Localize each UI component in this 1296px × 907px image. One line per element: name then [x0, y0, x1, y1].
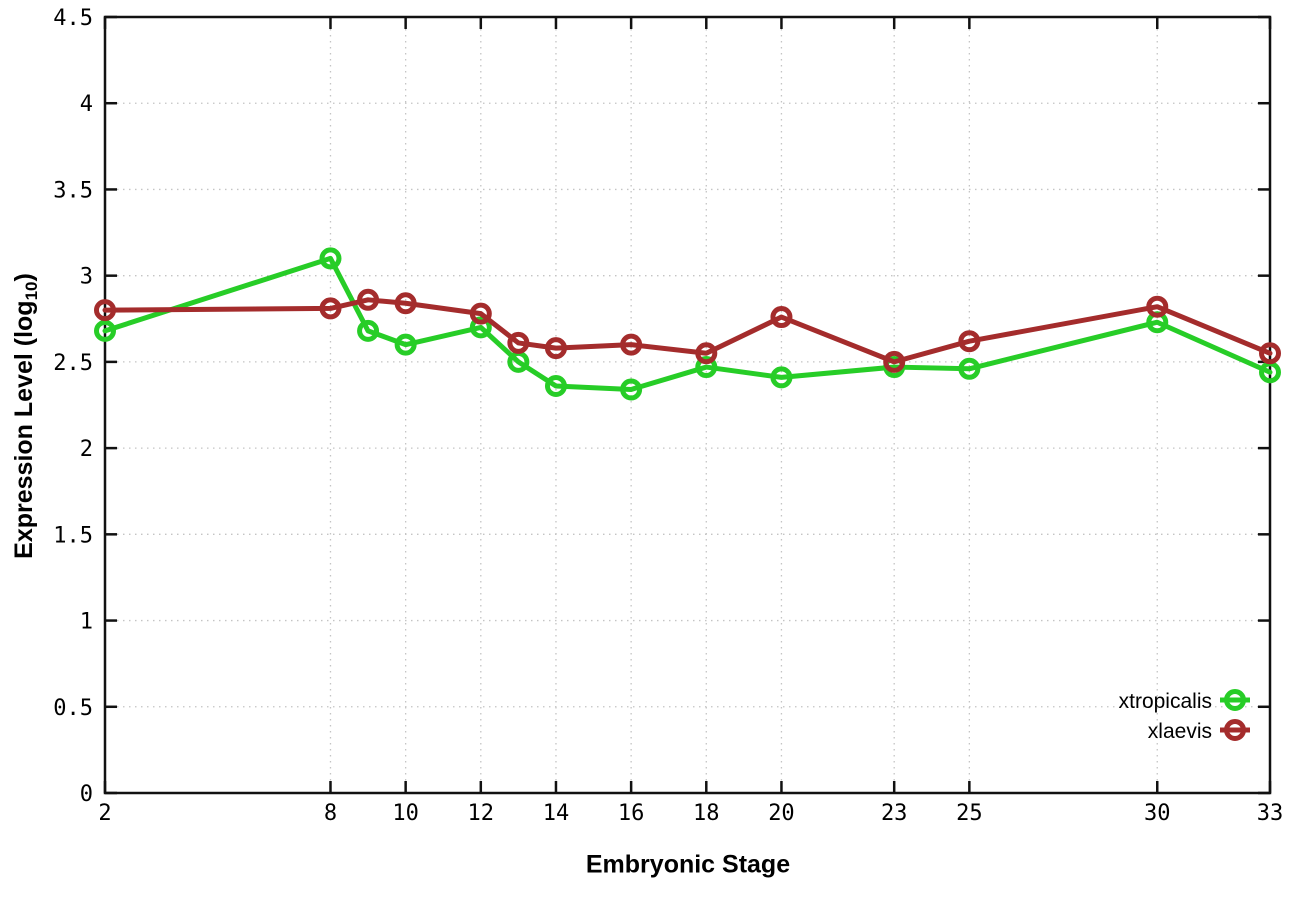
data-point-xlaevis	[695, 342, 718, 365]
y-axis-title-suffix: )	[10, 273, 38, 282]
y-tick-label: 4	[80, 92, 93, 117]
y-tick-label: 2.5	[53, 351, 93, 376]
data-point-xlaevis	[1146, 295, 1169, 318]
legend-label-xtropicalis: xtropicalis	[1119, 690, 1212, 713]
data-point-xtropicalis	[695, 356, 718, 379]
data-point-xtropicalis	[319, 247, 342, 270]
x-tick-label: 30	[1144, 801, 1171, 826]
x-tick-label: 14	[543, 801, 570, 826]
data-point-xtropicalis	[770, 366, 793, 389]
data-point-xtropicalis	[357, 319, 380, 342]
data-point-xlaevis	[94, 299, 116, 322]
data-point-xtropicalis	[620, 378, 643, 401]
y-tick-label: 4.5	[53, 6, 93, 31]
legend-marker-xtropicalis	[1224, 689, 1246, 711]
legend-marker-xlaevis	[1224, 719, 1246, 741]
data-point-xlaevis	[507, 331, 530, 354]
data-point-xtropicalis	[469, 316, 492, 339]
x-tick-label: 18	[693, 801, 720, 826]
plot-border	[103, 15, 1272, 795]
x-tick-label: 12	[468, 801, 495, 826]
data-point-xlaevis	[469, 302, 492, 325]
y-tick-label: 1	[80, 610, 93, 635]
data-point-xtropicalis	[544, 375, 567, 398]
series-line-xtropicalis	[102, 255, 1273, 392]
data-point-xtropicalis	[958, 357, 981, 380]
data-point-xlaevis	[544, 337, 567, 360]
x-tick-label: 10	[392, 801, 419, 826]
data-point-xlaevis	[770, 306, 793, 329]
series-line-xlaevis	[102, 297, 1273, 365]
data-point-xlaevis	[958, 330, 981, 353]
data-point-xlaevis	[883, 350, 906, 373]
data-point-xtropicalis	[394, 333, 417, 356]
y-tick-label: 0.5	[53, 696, 93, 721]
x-tick-label: 8	[324, 801, 337, 826]
y-axis-title-text: Expression Level (log	[10, 300, 38, 559]
x-tick-label: 16	[618, 801, 645, 826]
y-tick-label: 2	[80, 437, 93, 462]
x-tick-label: 20	[768, 801, 795, 826]
y-axis-title-subscript: 10	[22, 281, 41, 301]
data-point-xtropicalis	[94, 319, 116, 342]
y-tick-label: 1.5	[53, 523, 93, 548]
y-tick-label: 0	[80, 782, 93, 807]
data-point-xlaevis	[357, 288, 380, 311]
y-axis-title: Expression Level (log10)	[10, 273, 42, 559]
x-tick-label: 2	[98, 801, 111, 826]
x-axis-title: Embryonic Stage	[585, 850, 791, 879]
data-point-xlaevis	[319, 297, 342, 320]
x-tick-label: 25	[956, 801, 983, 826]
data-point-xlaevis	[1259, 342, 1281, 365]
data-point-xlaevis	[394, 292, 417, 315]
y-tick-label: 3.5	[53, 178, 93, 203]
y-tick-label: 3	[80, 265, 93, 290]
legend-label-xlaevis: xlaevis	[1148, 720, 1212, 743]
x-tick-label: 23	[881, 801, 908, 826]
data-point-xlaevis	[620, 333, 643, 356]
x-tick-label: 33	[1257, 801, 1284, 826]
